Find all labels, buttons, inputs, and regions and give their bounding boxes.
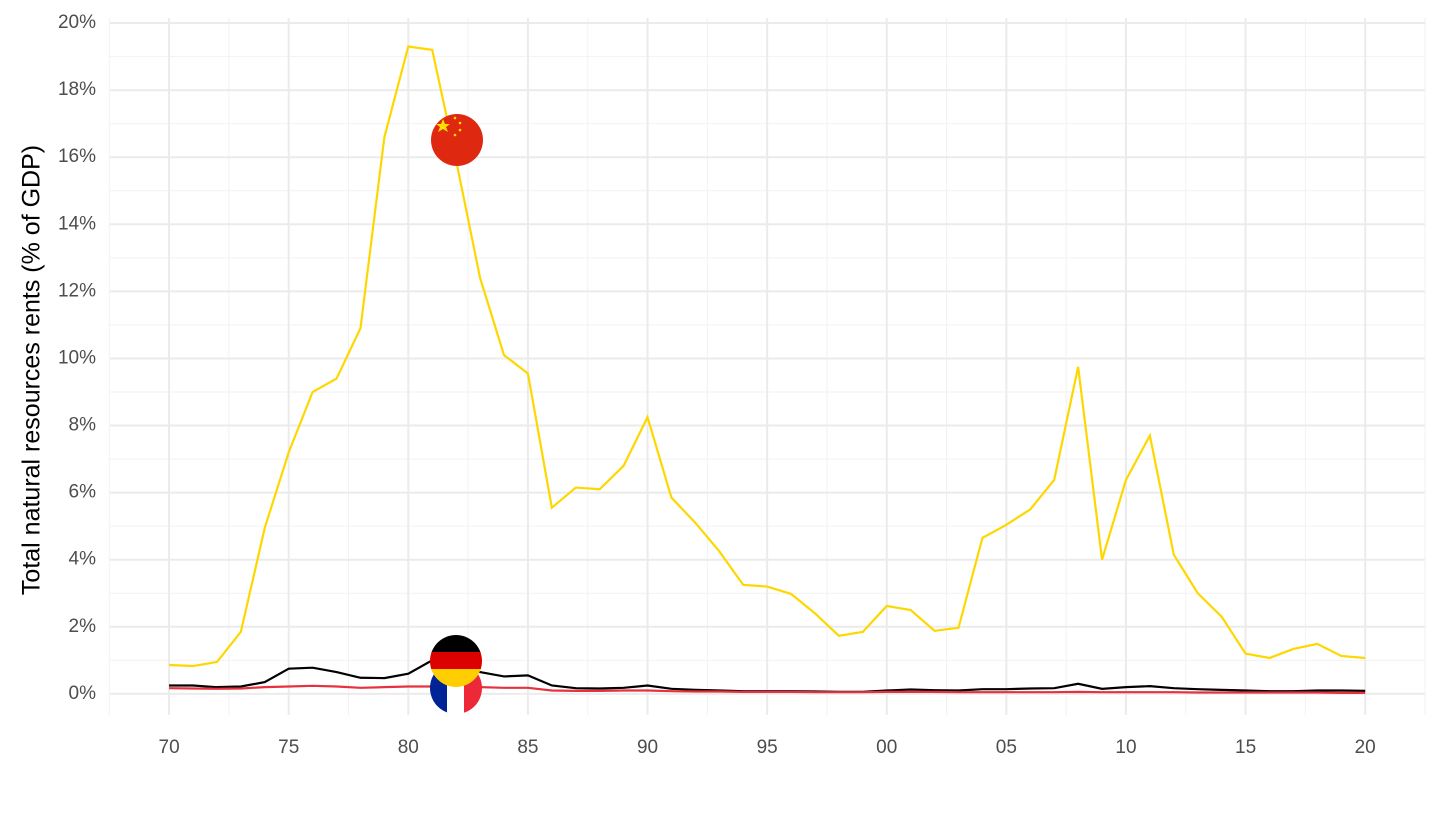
x-tick-label: 10 xyxy=(1115,737,1136,758)
y-tick-label: 10% xyxy=(58,347,96,368)
y-tick-label: 0% xyxy=(69,683,97,704)
x-tick-label: 95 xyxy=(757,737,778,758)
x-tick-label: 20 xyxy=(1355,737,1376,758)
x-tick-label: 05 xyxy=(996,737,1017,758)
x-tick-label: 80 xyxy=(398,737,419,758)
x-tick-label: 90 xyxy=(637,737,658,758)
y-tick-label: 18% xyxy=(58,79,96,100)
x-tick-label: 00 xyxy=(876,737,897,758)
y-tick-label: 20% xyxy=(58,12,96,33)
y-tick-label: 14% xyxy=(58,213,96,234)
x-tick-label: 70 xyxy=(159,737,180,758)
grid xyxy=(108,18,1426,715)
y-tick-label: 2% xyxy=(69,616,97,637)
x-tick-label: 15 xyxy=(1235,737,1256,758)
x-tick-label: 75 xyxy=(278,737,299,758)
x-tick-label: 85 xyxy=(517,737,538,758)
y-tick-label: 16% xyxy=(58,146,96,167)
y-tick-label: 4% xyxy=(69,549,97,570)
series-line xyxy=(169,684,1366,694)
y-tick-label: 6% xyxy=(69,482,97,503)
y-tick-label: 8% xyxy=(69,415,97,436)
y-axis-title: Total natural resources rents (% of GDP) xyxy=(18,145,46,595)
series-line xyxy=(169,45,1366,668)
lines xyxy=(169,45,1366,694)
y-tick-label: 12% xyxy=(58,280,96,301)
flag-china xyxy=(431,114,483,166)
flag-germany xyxy=(430,635,482,687)
